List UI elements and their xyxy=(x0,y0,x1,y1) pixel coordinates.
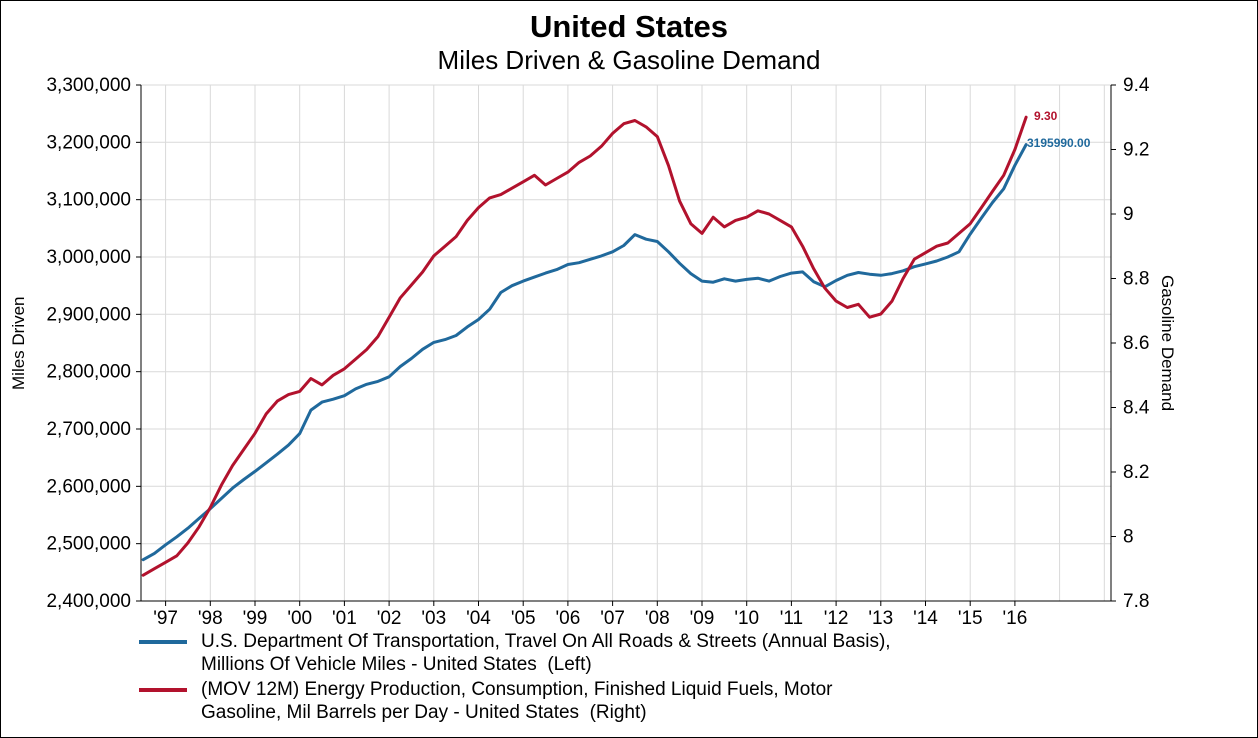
legend-item-miles-driven: U.S. Department Of Transportation, Trave… xyxy=(139,630,1189,676)
x-axis-tick-label: '06 xyxy=(556,608,581,629)
left-axis-tick-label: 2,400,000 xyxy=(46,591,131,612)
right-axis-title: Gasoline Demand xyxy=(1158,274,1177,412)
right-axis-tick-label: 8.6 xyxy=(1123,333,1149,354)
x-axis-tick-label: '03 xyxy=(421,608,446,629)
gridlines xyxy=(141,84,1111,601)
chart-title: United States xyxy=(529,9,729,44)
x-axis-tick-label: '16 xyxy=(1003,608,1028,629)
right-axis-tick-label: 8 xyxy=(1123,527,1134,548)
x-axis-tick-label: '00 xyxy=(287,608,312,629)
miles-driven-line xyxy=(141,143,1028,562)
x-axis-tick-label: '04 xyxy=(466,608,491,629)
left-axis-tick-label: 3,100,000 xyxy=(46,190,131,211)
miles-driven-legend-swatch xyxy=(139,640,187,644)
right-axis-tick-label: 8.2 xyxy=(1123,462,1149,483)
gasoline-demand-line xyxy=(141,115,1028,577)
left-axis-tick-label: 2,700,000 xyxy=(46,419,131,440)
x-axis-tick-label: '98 xyxy=(198,608,223,629)
x-axis-tick-label: '13 xyxy=(868,608,893,629)
legend: U.S. Department Of Transportation, Trave… xyxy=(139,630,1189,726)
left-axis-tick-label: 2,500,000 xyxy=(46,534,131,555)
x-axis-tick-label: '02 xyxy=(377,608,402,629)
right-axis-tick-label: 8.4 xyxy=(1123,398,1150,419)
miles-driven-end-value: 3195990.00 xyxy=(1027,136,1091,150)
x-axis-tick-label: '01 xyxy=(332,608,357,629)
x-axis-tick-label: '11 xyxy=(780,608,803,629)
legend-label-line: Millions Of Vehicle Miles - United State… xyxy=(201,654,592,675)
axes: 3,300,000 3,200,000 3,100,000 3,000,000 2,90… xyxy=(46,75,1149,629)
left-axis-tick-label: 3,200,000 xyxy=(46,132,131,153)
gasoline-demand-end-value: 9.30 xyxy=(1034,109,1058,123)
x-axis-tick-label: '05 xyxy=(511,608,536,629)
gasoline-demand-legend-swatch xyxy=(139,688,187,692)
legend-label-line: U.S. Department Of Transportation, Trave… xyxy=(201,631,891,652)
x-axis-tick-label: '97 xyxy=(153,608,178,629)
x-axis-tick-label: '14 xyxy=(913,608,938,629)
legend-item-gasoline-demand: (MOV 12M) Energy Production, Consumption… xyxy=(139,678,1189,724)
left-axis-tick-label: 2,600,000 xyxy=(46,476,131,497)
x-axis-tick-label: '15 xyxy=(958,608,983,629)
right-axis-tick-label: 9.2 xyxy=(1123,140,1149,161)
left-axis-tick-label: 2,900,000 xyxy=(46,304,131,325)
x-axis-tick-label: '99 xyxy=(243,608,268,629)
right-axis-tick-label: 9.4 xyxy=(1123,75,1150,96)
x-axis-tick-label: '08 xyxy=(645,608,670,629)
right-axis-tick-label: 7.8 xyxy=(1123,591,1149,612)
x-axis-tick-label: '09 xyxy=(690,608,715,629)
chart-subtitle: Miles Driven & Gasoline Demand xyxy=(437,45,821,75)
x-axis-tick-label: '12 xyxy=(824,608,849,629)
right-axis-tick-label: 9 xyxy=(1123,204,1134,225)
x-axis-tick-label: '10 xyxy=(734,608,759,629)
x-axis-tick-label: '07 xyxy=(600,608,625,629)
left-axis-tick-label: 3,000,000 xyxy=(46,247,131,268)
left-axis-tick-label: 3,300,000 xyxy=(46,75,131,96)
right-axis-tick-label: 8.8 xyxy=(1123,269,1149,290)
legend-label-line: Gasoline, Mil Barrels per Day - United S… xyxy=(201,702,647,723)
left-axis-tick-label: 2,800,000 xyxy=(46,362,131,383)
legend-label-line: (MOV 12M) Energy Production, Consumption… xyxy=(201,679,833,700)
